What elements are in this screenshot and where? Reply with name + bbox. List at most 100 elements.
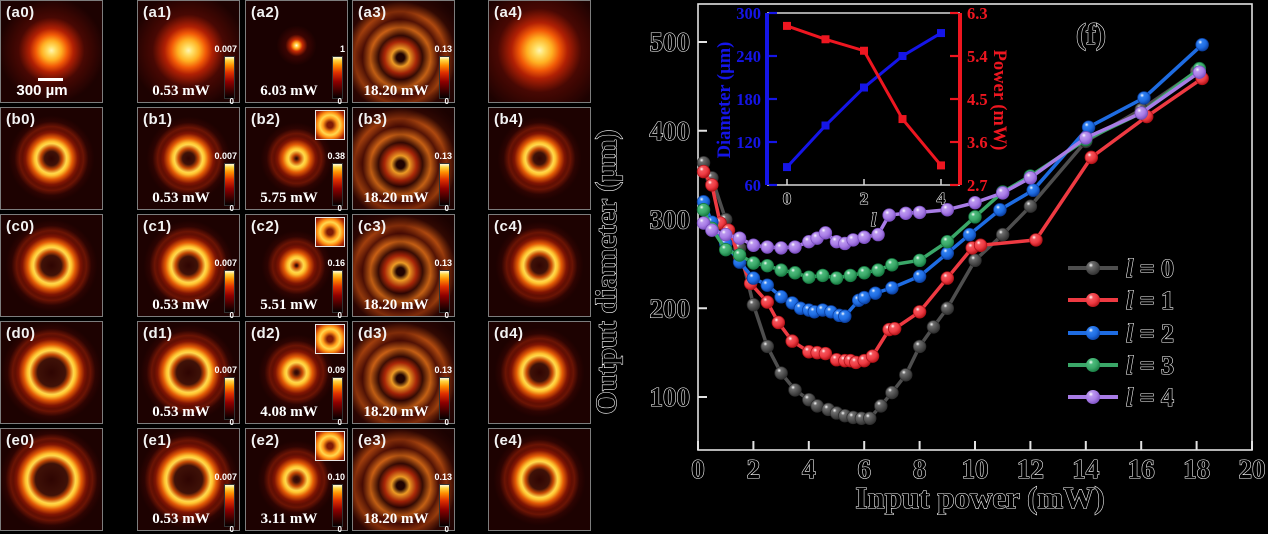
beam-image-dot <box>246 1 347 102</box>
inset-power-point <box>783 21 791 30</box>
panel-label: (a1) <box>143 4 172 21</box>
scale-bar-label: 300 µm <box>16 82 68 99</box>
colorbar <box>224 377 235 420</box>
beam-panel-a3: (a3) 0.13 0 18.20 mW <box>352 0 455 106</box>
x-tick-label: 20 <box>1239 454 1266 484</box>
data-point-l0 <box>968 253 982 268</box>
beam-panel-e2: (e2) 0.10 0 3.11 mW <box>245 428 348 534</box>
data-point-l0 <box>926 320 941 334</box>
beam-image-ring <box>138 322 239 423</box>
colorbar-max-label: 0.13 <box>434 44 452 54</box>
power-label: 6.03 mW <box>260 83 318 99</box>
data-point-l0 <box>899 368 913 382</box>
data-point-l0 <box>863 411 877 426</box>
beam-panel-b0: (b0) <box>0 107 103 210</box>
data-point-l2 <box>962 227 977 242</box>
y-tick-label: 400 <box>650 116 691 146</box>
colorbar-min-label: 0 <box>337 525 342 534</box>
panel-label: (c4) <box>494 218 523 235</box>
inset-diameter-point <box>898 52 907 60</box>
beam-panel-d2: (d2) 0.09 0 4.08 mW <box>245 321 348 427</box>
panel-label: (d0) <box>6 325 36 342</box>
panel-label: (e4) <box>494 432 523 449</box>
beam-image-speckle <box>353 215 454 316</box>
colorbar-max-label: 0.13 <box>434 472 452 482</box>
colorbar <box>439 377 450 420</box>
legend-label: l = 1 <box>1126 286 1174 315</box>
data-point-l4 <box>774 241 788 255</box>
y-tick-label: 300 <box>650 205 691 235</box>
panel-label: (c2) <box>251 218 280 235</box>
x-axis-label: Input power (mW) <box>855 480 1104 515</box>
colorbar <box>439 270 450 313</box>
power-label: 0.53 mW <box>152 404 210 420</box>
power-label: 18.20 mW <box>363 83 429 99</box>
x-tick-label: 4 <box>802 454 816 484</box>
power-label: 18.20 mW <box>363 297 429 313</box>
beam-image-ring <box>489 215 590 316</box>
colorbar <box>224 163 235 206</box>
colorbar-max-label: 0.13 <box>434 151 452 161</box>
panel-label: (b3) <box>358 111 388 128</box>
x-tick-label: 6 <box>857 454 871 484</box>
data-point-l2 <box>760 278 774 292</box>
panel-label: (e3) <box>358 432 387 449</box>
inset-power-point <box>821 35 830 44</box>
inset-diameter-point <box>937 29 945 38</box>
colorbar-max-label: 0.007 <box>214 472 237 482</box>
inset-x-tick-label: 2 <box>860 189 869 208</box>
inset-right-tick-label: 3.6 <box>967 133 988 152</box>
legend-label: l = 3 <box>1126 351 1174 380</box>
data-point-l4 <box>746 238 761 252</box>
colorbar-max-label: 0.007 <box>214 258 237 268</box>
panel-label: (d2) <box>251 325 281 342</box>
data-point-l3 <box>912 253 927 268</box>
beam-image-blob <box>489 1 590 102</box>
data-point-l3 <box>788 266 802 280</box>
beam-panel-e3: (e3) 0.13 0 18.20 mW <box>352 428 455 534</box>
beam-image-ring <box>138 108 239 209</box>
colorbar <box>332 163 343 206</box>
data-point-l1 <box>785 334 799 348</box>
data-point-l3 <box>940 234 955 249</box>
data-point-l4 <box>788 240 802 254</box>
beam-panel-e0: (e0) <box>0 428 103 531</box>
colorbar-max-label: 0.007 <box>214 365 237 375</box>
beam-panel-b3: (b3) 0.13 0 18.20 mW <box>352 107 455 213</box>
beam-panel-b1: (b1) 0.007 0 0.53 mW <box>137 107 240 213</box>
legend-label: l = 0 <box>1126 254 1174 283</box>
colorbar-min-label: 0 <box>444 204 449 213</box>
power-label: 18.20 mW <box>363 404 429 420</box>
beam-panel-b2: (b2) 0.38 0 5.75 mW <box>245 107 348 213</box>
data-point-l2 <box>993 203 1007 217</box>
legend-dot <box>1086 358 1100 372</box>
colorbar-min-label: 0 <box>337 97 342 106</box>
inset-power-point <box>898 115 907 124</box>
data-point-l3 <box>760 258 774 273</box>
inset-right-tick-label: 2.7 <box>967 176 988 195</box>
colorbar-min-label: 0 <box>444 418 449 427</box>
legend-dot <box>1086 261 1100 275</box>
legend-item-l1: l = 1 <box>1068 285 1175 316</box>
data-point-l2 <box>912 269 927 284</box>
panel-label: (b2) <box>251 111 281 128</box>
data-point-l0 <box>1023 199 1038 213</box>
data-point-l4 <box>857 230 871 244</box>
data-point-l4 <box>705 223 719 237</box>
inset-thumbnail <box>315 110 345 140</box>
beam-image-ring <box>1 429 102 530</box>
beam-panel-d4: (d4) <box>488 321 591 424</box>
data-point-l4 <box>1079 131 1093 145</box>
data-point-l3 <box>746 256 761 270</box>
beam-panel-c3: (c3) 0.13 0 18.20 mW <box>352 214 455 320</box>
colorbar-max-label: 0.09 <box>327 365 345 375</box>
beam-panel-e4: (e4) <box>488 428 591 531</box>
colorbar <box>332 377 343 420</box>
beam-image-ring <box>489 108 590 209</box>
colorbar-max-label: 0.007 <box>214 151 237 161</box>
beam-image-blob <box>1 1 102 102</box>
beam-panel-c1: (c1) 0.007 0 0.53 mW <box>137 214 240 320</box>
data-point-l2 <box>885 281 899 295</box>
x-tick-label: 0 <box>691 454 705 484</box>
colorbar <box>439 163 450 206</box>
